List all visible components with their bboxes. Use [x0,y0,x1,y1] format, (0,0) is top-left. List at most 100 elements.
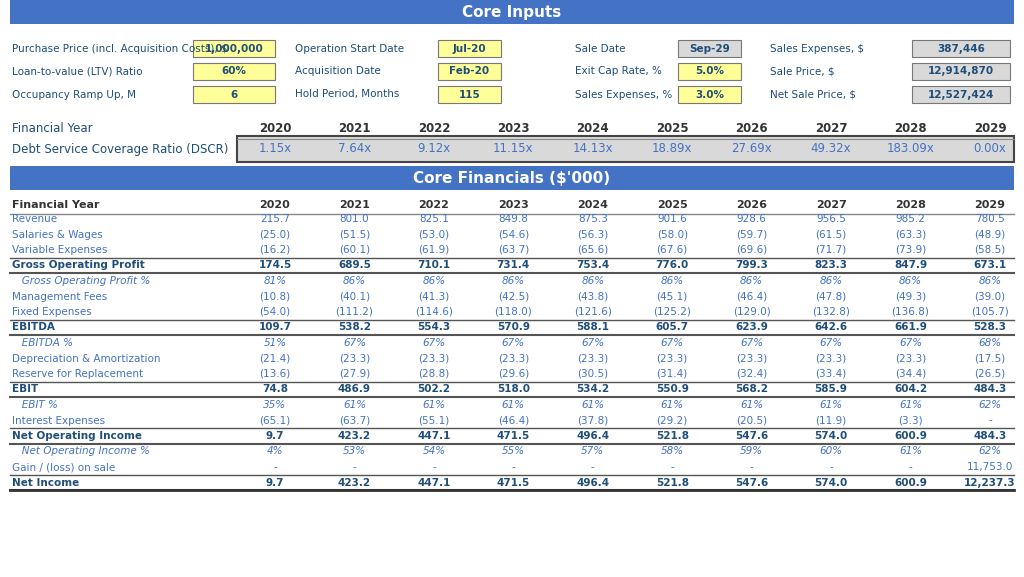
Text: -: - [671,462,674,472]
Text: Financial Year: Financial Year [12,122,92,136]
Text: 985.2: 985.2 [896,214,926,224]
Text: (41.3): (41.3) [418,291,450,302]
Text: 486.9: 486.9 [338,384,371,395]
Text: 61%: 61% [899,447,923,456]
Text: 731.4: 731.4 [497,260,530,271]
Bar [912,86,1010,103]
Text: Variable Expenses: Variable Expenses [12,245,108,255]
Text: 710.1: 710.1 [418,260,451,271]
Text: Net Operating Income: Net Operating Income [12,431,142,441]
Text: 86%: 86% [899,276,923,286]
Text: 2027: 2027 [815,122,848,136]
Text: (60.1): (60.1) [339,245,370,255]
Text: 35%: 35% [263,400,287,410]
Text: (53.0): (53.0) [419,230,450,239]
Text: (20.5): (20.5) [736,415,767,425]
Bar [193,86,275,103]
Text: (46.4): (46.4) [498,415,529,425]
Text: 61%: 61% [582,400,604,410]
Text: (111.2): (111.2) [336,307,374,317]
Text: EBIT %: EBIT % [12,400,58,410]
Text: 7.64x: 7.64x [338,143,371,155]
Text: (58.5): (58.5) [975,245,1006,255]
Text: (31.4): (31.4) [656,369,688,379]
Text: 55%: 55% [502,447,525,456]
Text: 174.5: 174.5 [258,260,292,271]
Text: Core Inputs: Core Inputs [463,5,561,20]
Text: 12,914,870: 12,914,870 [928,66,994,77]
Text: Reserve for Replacement: Reserve for Replacement [12,369,143,379]
Text: 600.9: 600.9 [894,431,927,441]
Text: Net Income: Net Income [12,478,79,488]
Text: 2025: 2025 [656,122,688,136]
Text: 2029: 2029 [974,122,1007,136]
Text: (55.1): (55.1) [418,415,450,425]
Text: 60%: 60% [221,66,247,77]
Bar [237,136,1014,162]
Text: 496.4: 496.4 [577,478,609,488]
Text: (49.3): (49.3) [895,291,926,302]
Text: 67%: 67% [343,338,366,348]
Text: 67%: 67% [422,338,445,348]
Text: 823.3: 823.3 [815,260,848,271]
Text: (121.6): (121.6) [573,307,611,317]
Text: Jul-20: Jul-20 [453,43,486,54]
Text: Core Financials ($'000): Core Financials ($'000) [414,170,610,185]
Text: 81%: 81% [263,276,287,286]
Text: 183.09x: 183.09x [887,143,935,155]
Text: -: - [511,462,515,472]
Text: (34.4): (34.4) [895,369,926,379]
Text: 528.3: 528.3 [974,323,1007,332]
Text: 2024: 2024 [577,122,609,136]
Text: (23.3): (23.3) [736,354,767,364]
Text: (125.2): (125.2) [653,307,691,317]
Bar [912,63,1010,80]
Text: (33.4): (33.4) [815,369,847,379]
Text: 2026: 2026 [736,200,767,210]
Text: 53%: 53% [343,447,366,456]
Text: 62%: 62% [979,400,1001,410]
Text: -: - [432,462,436,472]
Text: 673.1: 673.1 [974,260,1007,271]
Text: (23.3): (23.3) [656,354,688,364]
Text: 2020: 2020 [260,200,291,210]
Text: 600.9: 600.9 [894,478,927,488]
Text: 585.9: 585.9 [815,384,848,395]
Text: -: - [829,462,833,472]
Bar [438,40,501,57]
Text: (65.1): (65.1) [259,415,291,425]
Text: (132.8): (132.8) [812,307,850,317]
Text: 799.3: 799.3 [735,260,768,271]
Text: Exit Cap Rate, %: Exit Cap Rate, % [575,66,662,77]
Text: Sales Expenses, $: Sales Expenses, $ [770,43,864,54]
Text: 2021: 2021 [339,200,370,210]
Text: 574.0: 574.0 [814,478,848,488]
Text: 109.7: 109.7 [258,323,292,332]
Text: (23.3): (23.3) [895,354,926,364]
Text: (61.9): (61.9) [418,245,450,255]
Bar [678,86,741,103]
Text: 68%: 68% [979,338,1001,348]
Text: 753.4: 753.4 [577,260,609,271]
Text: Net Sale Price, $: Net Sale Price, $ [770,89,856,99]
Text: (67.6): (67.6) [656,245,688,255]
Text: 58%: 58% [660,447,684,456]
Text: 61%: 61% [740,400,763,410]
Text: (27.9): (27.9) [339,369,370,379]
Bar [438,86,501,103]
Text: Hold Period, Months: Hold Period, Months [295,89,399,99]
Text: (48.9): (48.9) [975,230,1006,239]
Text: EBITDA: EBITDA [12,323,55,332]
Text: 423.2: 423.2 [338,431,371,441]
Text: (61.5): (61.5) [815,230,847,239]
Text: Sale Date: Sale Date [575,43,626,54]
Text: EBITDA %: EBITDA % [12,338,73,348]
Text: 825.1: 825.1 [419,214,449,224]
Text: 67%: 67% [660,338,684,348]
Text: 61%: 61% [819,400,843,410]
Bar [678,40,741,57]
Text: (29.6): (29.6) [498,369,529,379]
Text: 554.3: 554.3 [418,323,451,332]
Text: 2024: 2024 [578,200,608,210]
Text: 62%: 62% [979,447,1001,456]
